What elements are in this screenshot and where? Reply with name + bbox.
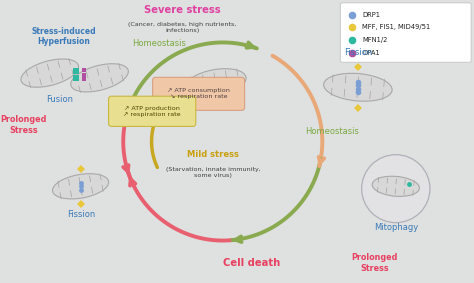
Text: DRP1: DRP1: [362, 12, 380, 18]
Ellipse shape: [185, 69, 246, 97]
Text: MFF, FIS1, MiD49/51: MFF, FIS1, MiD49/51: [362, 24, 430, 30]
Text: Prolonged
Stress: Prolonged Stress: [0, 115, 47, 135]
Circle shape: [362, 155, 430, 223]
Text: Homeostasis: Homeostasis: [132, 39, 186, 48]
Text: (Cancer, diabetes, high nutrients,
infections): (Cancer, diabetes, high nutrients, infec…: [128, 22, 237, 33]
Text: Mild stress: Mild stress: [187, 150, 239, 159]
Ellipse shape: [324, 73, 392, 101]
Text: (Starvation, innate immunity,
some virus): (Starvation, innate immunity, some virus…: [166, 167, 261, 177]
Text: Homeostasis: Homeostasis: [305, 127, 359, 136]
Ellipse shape: [21, 59, 79, 87]
Text: OPA1: OPA1: [362, 50, 380, 56]
Text: ↗ ATP production
↗ respiration rate: ↗ ATP production ↗ respiration rate: [123, 106, 181, 117]
Text: ↗ ATP consumption
↘ respiration rate: ↗ ATP consumption ↘ respiration rate: [167, 89, 230, 99]
Text: MFN1/2: MFN1/2: [362, 37, 388, 43]
Text: Mitophagy: Mitophagy: [374, 223, 418, 232]
Text: Cell death: Cell death: [223, 258, 280, 268]
Text: Severe stress: Severe stress: [144, 5, 221, 15]
Ellipse shape: [53, 174, 109, 199]
Ellipse shape: [372, 176, 419, 196]
Text: Prolonged
Stress: Prolonged Stress: [351, 254, 398, 273]
Ellipse shape: [71, 64, 128, 92]
Text: Stress-induced
Hyperfusion: Stress-induced Hyperfusion: [32, 27, 96, 46]
Text: Fission: Fission: [344, 48, 372, 57]
Text: Fission: Fission: [67, 210, 96, 219]
FancyBboxPatch shape: [153, 77, 245, 110]
Text: Fusion: Fusion: [46, 95, 73, 104]
FancyBboxPatch shape: [109, 96, 196, 127]
FancyBboxPatch shape: [340, 3, 471, 62]
